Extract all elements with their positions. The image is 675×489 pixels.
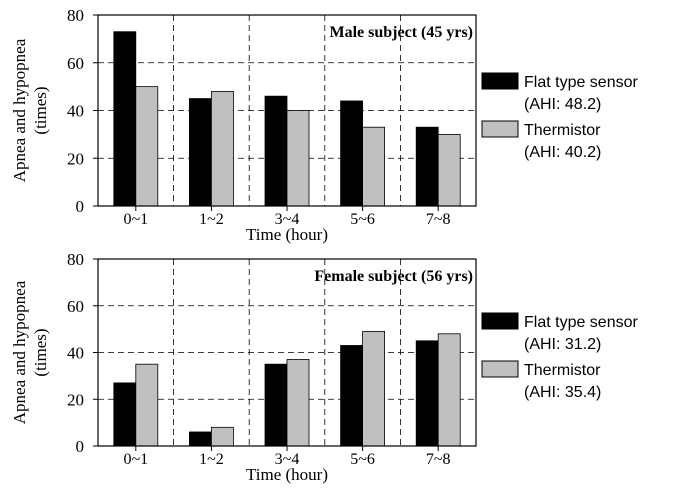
legend-note: (AHI: 35.4) bbox=[524, 384, 601, 401]
bar-flat-sensor bbox=[188, 431, 212, 447]
bar-flat-sensor bbox=[188, 98, 212, 207]
y-axis-label-unit: (times) bbox=[31, 86, 50, 134]
legend-label: Thermistor bbox=[524, 122, 601, 139]
x-tick-label: 1~2 bbox=[199, 451, 224, 468]
chart-panel-2: 0~1 1~2 3~4 5~6 7~8 0 20 40 60 80 Female subject (… bbox=[10, 250, 639, 484]
bar-thermistor bbox=[286, 110, 310, 207]
y-tick-label: 60 bbox=[67, 297, 84, 316]
y-tick-label: 20 bbox=[67, 149, 84, 168]
x-tick-label: 7~8 bbox=[426, 211, 451, 228]
bar-flat-sensor bbox=[113, 382, 137, 447]
bar-flat-sensor bbox=[340, 345, 364, 447]
x-tick-label: 5~6 bbox=[350, 451, 375, 468]
x-tick-label: 1~2 bbox=[199, 211, 224, 228]
bar-thermistor bbox=[135, 86, 159, 207]
legend-note: (AHI: 40.2) bbox=[524, 144, 601, 161]
legend: Flat type sensor (AHI: 48.2) Thermistor (AH… bbox=[481, 72, 639, 161]
chart-panel-1: 0~1 1~2 3~4 5~6 7~8 0 20 40 60 80 Male subject (45… bbox=[10, 6, 639, 244]
bar-flat-sensor bbox=[113, 31, 137, 207]
gridlines bbox=[98, 259, 476, 446]
x-tick-label: 7~8 bbox=[426, 451, 451, 468]
y-axis-label-unit: (times) bbox=[31, 328, 50, 376]
chart-title: Female subject (56 yrs) bbox=[314, 268, 473, 285]
x-axis-label: Time (hour) bbox=[246, 225, 328, 244]
gridlines bbox=[98, 15, 476, 206]
legend-swatch bbox=[481, 72, 519, 90]
legend-note: (AHI: 48.2) bbox=[524, 96, 601, 113]
bar-flat-sensor bbox=[415, 340, 439, 447]
legend-swatch bbox=[481, 312, 519, 330]
bar-thermistor bbox=[135, 363, 159, 447]
y-tick-label: 60 bbox=[67, 54, 84, 73]
legend-label: Thermistor bbox=[524, 362, 601, 379]
bar-thermistor bbox=[210, 91, 234, 207]
y-tick-label: 0 bbox=[76, 437, 85, 456]
legend-swatch bbox=[481, 360, 519, 378]
bar-flat-sensor bbox=[340, 100, 364, 207]
y-tick-label: 40 bbox=[67, 102, 84, 121]
bar-flat-sensor bbox=[415, 126, 439, 207]
x-axis-label: Time (hour) bbox=[246, 465, 328, 484]
y-axis-label: Apnea and hypopnea bbox=[10, 38, 29, 182]
x-tick-label: 0~1 bbox=[123, 211, 148, 228]
bar-thermistor bbox=[210, 426, 234, 447]
bar-thermistor bbox=[362, 331, 386, 447]
x-tick-label: 0~1 bbox=[123, 451, 148, 468]
legend-label: Flat type sensor bbox=[524, 74, 639, 91]
y-tick-label: 0 bbox=[76, 197, 85, 216]
y-tick-label: 20 bbox=[67, 390, 84, 409]
x-tick-label: 3~4 bbox=[275, 211, 300, 228]
x-tick-label: 5~6 bbox=[350, 211, 375, 228]
legend-label: Flat type sensor bbox=[524, 314, 639, 331]
bar-thermistor bbox=[286, 359, 310, 447]
legend-swatch bbox=[481, 120, 519, 138]
legend-note: (AHI: 31.2) bbox=[524, 336, 601, 353]
bar-thermistor bbox=[362, 126, 386, 207]
y-tick-label: 40 bbox=[67, 344, 84, 363]
bar-flat-sensor bbox=[264, 95, 288, 207]
legend: Flat type sensor (AHI: 31.2) Thermistor (AH… bbox=[481, 312, 639, 401]
bar-thermistor bbox=[437, 133, 461, 207]
y-tick-label: 80 bbox=[67, 6, 84, 25]
bar-flat-sensor bbox=[264, 363, 288, 447]
x-tick-label: 3~4 bbox=[275, 451, 300, 468]
y-tick-label: 80 bbox=[67, 250, 84, 269]
chart-title: Male subject (45 yrs) bbox=[329, 24, 473, 41]
bar-thermistor bbox=[437, 333, 461, 447]
y-axis-label: Apnea and hypopnea bbox=[10, 280, 29, 424]
